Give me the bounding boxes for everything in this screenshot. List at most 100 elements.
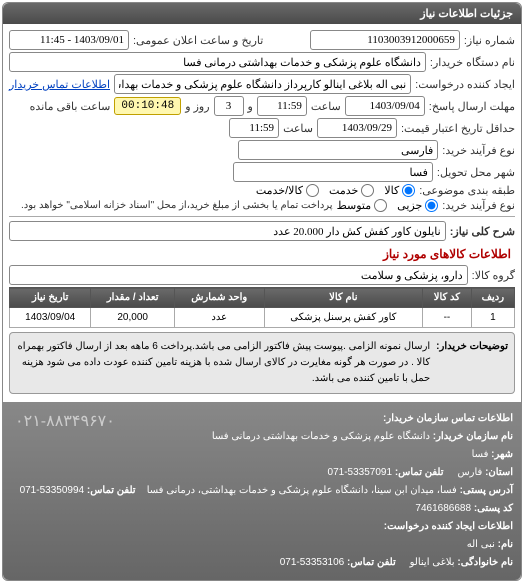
delivery-city-row: شهر محل تحویل: xyxy=(9,162,515,182)
category-goods-service-radio[interactable] xyxy=(306,184,319,197)
need-number-field[interactable] xyxy=(310,30,460,50)
separator xyxy=(9,216,515,217)
pricing-medium-radio[interactable] xyxy=(374,199,387,212)
delivery-city-field[interactable] xyxy=(233,162,433,182)
pricing-note: پرداخت تمام یا بخشی از مبلغ خرید،از محل … xyxy=(21,200,333,211)
deadline-send-remaining: ساعت باقی مانده xyxy=(30,100,111,113)
contact-city-label: شهر: xyxy=(491,449,513,460)
cell-date: 1403/09/04 xyxy=(10,308,91,328)
buyer-org-row: نام دستگاه خریدار: xyxy=(9,52,515,72)
table-header-row: ردیف کد کالا نام کالا واحد شمارش تعداد /… xyxy=(10,288,515,308)
category-row: طبقه بندی موضوعی: کالا خدمت کالا/خدمت xyxy=(9,184,515,197)
cell-index: 1 xyxy=(471,308,514,328)
contact-phone-label: تلفن تماس: xyxy=(395,467,444,478)
contact-city: فسا xyxy=(472,449,489,460)
category-goods-label: کالا xyxy=(384,184,399,197)
creator-contact-title: اطلاعات ایجاد کننده درخواست: xyxy=(384,521,513,532)
col-index: ردیف xyxy=(471,288,514,308)
cell-code: -- xyxy=(423,308,472,328)
creator-lastname-label: نام خانوادگی: xyxy=(457,557,513,568)
col-unit: واحد شمارش xyxy=(174,288,264,308)
deadline-send-row: مهلت ارسال پاسخ: تا تاریخ: ساعت و روز و … xyxy=(9,96,515,116)
category-service-label: خدمت xyxy=(329,184,358,197)
deadline-price-date[interactable] xyxy=(317,118,397,138)
creator-name-label: نام: xyxy=(498,539,513,550)
items-section-title: اطلاعات کالاهای مورد نیاز xyxy=(13,247,511,261)
table-row: 1 -- کاور کفش پرسنل پزشکی عدد 20,000 140… xyxy=(10,308,515,328)
summary-label: شرح کلی نیاز: xyxy=(450,225,515,238)
buyer-contact-link[interactable]: اطلاعات تماس خریدار xyxy=(9,78,110,91)
countdown-timer: 00:10:48 xyxy=(114,97,181,115)
pricing-label: نوع فرآیند خرید: xyxy=(442,199,515,212)
creator-row: ایجاد کننده درخواست: اطلاعات تماس خریدار xyxy=(9,74,515,94)
deadline-price-row: حداقل تاریخ اعتبار قیمت: ساعت xyxy=(9,118,515,138)
contact-title: اطلاعات تماس سازمان خریدار: xyxy=(383,413,513,424)
creator-lastname: بلاغی اینالو xyxy=(410,557,455,568)
payment-process-row: نوع فرآیند خرید: xyxy=(9,140,515,160)
pricing-medium-label: متوسط xyxy=(337,199,372,212)
creator-name: نبی اله xyxy=(467,539,495,550)
deadline-send-time[interactable] xyxy=(257,96,307,116)
contact-org: دانشگاه علوم پزشکی و خدمات بهداشتی درمان… xyxy=(212,431,430,442)
contact-address: فسا، میدان ابن سینا، دانشگاه علوم پزشکی … xyxy=(147,485,457,496)
col-qty: تعداد / مقدار xyxy=(91,288,175,308)
summary-row: شرح کلی نیاز: xyxy=(9,221,515,241)
buyer-notes-text: ارسال نمونه الزامی .پیوست پیش فاکتور الز… xyxy=(16,339,430,387)
category-goods-service-label: کالا/خدمت xyxy=(256,184,303,197)
pricing-row: نوع فرآیند خرید: جزیی متوسط پرداخت تمام … xyxy=(9,199,515,212)
deadline-price-label: حداقل تاریخ اعتبار قیمت: xyxy=(401,122,515,135)
contact-address-label: آدرس پستی: xyxy=(460,485,513,496)
contact-fax-label: تلفن تماس: xyxy=(87,485,136,496)
contact-block: اطلاعات تماس سازمان خریدار: ۰۲۱-۸۸۳۴۹۶۷۰… xyxy=(3,402,521,580)
details-panel: جزئیات اطلاعات نیاز شماره نیاز: تاریخ و … xyxy=(2,2,522,581)
payment-process-field[interactable] xyxy=(238,140,438,160)
deadline-price-time-label: ساعت xyxy=(283,122,313,135)
buyer-org-field[interactable] xyxy=(9,52,426,72)
deadline-send-label: مهلت ارسال پاسخ: xyxy=(429,100,515,113)
buyer-notes-label: توضیحات خریدار: xyxy=(436,339,508,387)
contact-fax: 53350994-071 xyxy=(20,485,85,496)
col-code: کد کالا xyxy=(423,288,472,308)
contact-phone: 53357091-071 xyxy=(328,467,393,478)
category-radio-group: کالا خدمت کالا/خدمت xyxy=(256,184,415,197)
announce-label: تاریخ و ساعت اعلان عمومی: xyxy=(133,34,263,47)
contact-org-label: نام سازمان خریدار: xyxy=(433,431,513,442)
announce-field[interactable] xyxy=(9,30,129,50)
panel-body: شماره نیاز: تاریخ و ساعت اعلان عمومی: نا… xyxy=(3,24,521,402)
deadline-send-date[interactable] xyxy=(345,96,425,116)
cell-qty: 20,000 xyxy=(91,308,175,328)
deadline-send-and: و xyxy=(248,100,253,113)
items-table: ردیف کد کالا نام کالا واحد شمارش تعداد /… xyxy=(9,287,515,328)
pricing-low-radio[interactable] xyxy=(425,199,438,212)
category-label: طبقه بندی موضوعی: xyxy=(419,184,515,197)
col-name: نام کالا xyxy=(264,288,423,308)
contact-postal: 7461686688 xyxy=(415,503,471,514)
contact-province-label: استان: xyxy=(485,467,513,478)
category-service-radio[interactable] xyxy=(361,184,374,197)
cell-unit: عدد xyxy=(174,308,264,328)
need-number-row: شماره نیاز: تاریخ و ساعت اعلان عمومی: xyxy=(9,30,515,50)
category-goods-radio[interactable] xyxy=(402,184,415,197)
creator-phone-label: تلفن تماس: xyxy=(347,557,396,568)
panel-title: جزئیات اطلاعات نیاز xyxy=(3,3,521,24)
pricing-radio-group: جزیی متوسط xyxy=(337,199,439,212)
deadline-price-time[interactable] xyxy=(229,118,279,138)
creator-field[interactable] xyxy=(114,74,411,94)
cell-name: کاور کفش پرسنل پزشکی xyxy=(264,308,423,328)
creator-phone: 53353106-071 xyxy=(280,557,345,568)
buyer-org-label: نام دستگاه خریدار: xyxy=(430,56,515,69)
deadline-send-days[interactable] xyxy=(214,96,244,116)
goods-group-field[interactable] xyxy=(9,265,468,285)
faded-phone: ۰۲۱-۸۸۳۴۹۶۷۰ xyxy=(15,408,115,437)
need-number-label: شماره نیاز: xyxy=(464,34,515,47)
delivery-city-label: شهر محل تحویل: xyxy=(437,166,515,179)
buyer-notes-box: توضیحات خریدار: ارسال نمونه الزامی .پیوس… xyxy=(9,332,515,394)
goods-group-label: گروه کالا: xyxy=(472,269,515,282)
deadline-send-days-label: روز و xyxy=(185,100,209,113)
creator-label: ایجاد کننده درخواست: xyxy=(415,78,515,91)
goods-group-row: گروه کالا: xyxy=(9,265,515,285)
pricing-low-label: جزیی xyxy=(397,199,422,212)
summary-field[interactable] xyxy=(9,221,446,241)
deadline-send-time-label: ساعت xyxy=(311,100,341,113)
contact-postal-label: کد پستی: xyxy=(474,503,513,514)
